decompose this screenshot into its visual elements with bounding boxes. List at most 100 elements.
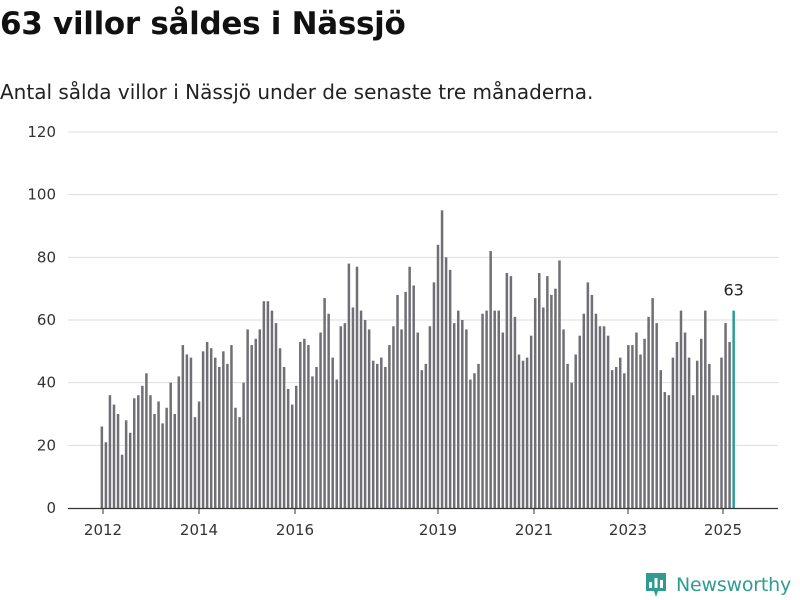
bar (124, 420, 128, 508)
bar (197, 401, 201, 508)
bar (533, 298, 537, 508)
x-tick-label: 2025 (704, 521, 742, 539)
newsworthy-logo: Newsworthy (644, 570, 791, 600)
bar (319, 332, 322, 508)
bar (521, 360, 525, 508)
bar (396, 294, 399, 508)
bar (157, 401, 160, 508)
bar (525, 357, 529, 508)
bar (133, 398, 136, 508)
bar (323, 298, 326, 508)
bar (246, 329, 249, 508)
y-tick-label: 80 (37, 248, 56, 266)
bar (574, 354, 577, 508)
bar (209, 348, 213, 508)
bar (546, 276, 549, 508)
bar (242, 382, 245, 508)
bar (675, 341, 679, 508)
x-tick-label: 2012 (84, 521, 122, 539)
bar (562, 329, 565, 508)
bar (392, 326, 395, 508)
bar (465, 329, 468, 508)
bar (258, 329, 262, 508)
x-tick-label: 2019 (419, 521, 457, 539)
bar (461, 320, 464, 508)
chart-title: 63 villor såldes i Nässjö (0, 6, 406, 42)
annotations: 63 (723, 281, 743, 300)
bar (708, 363, 711, 508)
bar (606, 335, 610, 508)
x-axis: 2012 2014 2016 2019 2021 2023 2025 (68, 507, 778, 539)
bar (335, 379, 338, 508)
bar (274, 323, 278, 508)
bar (218, 367, 221, 508)
x-tick-label: 2023 (609, 521, 647, 539)
bar (538, 273, 541, 508)
bar-highlight (732, 310, 735, 508)
bar (505, 273, 509, 508)
bar (554, 288, 557, 508)
bar (295, 385, 298, 508)
bar (485, 310, 488, 508)
bar (497, 310, 500, 508)
bar (590, 294, 594, 508)
bar (683, 332, 687, 508)
bar (667, 395, 671, 508)
bar (679, 310, 683, 508)
bar (473, 373, 476, 508)
bar (384, 367, 387, 508)
bar (655, 323, 658, 508)
bar (120, 454, 124, 508)
bar (558, 260, 561, 508)
bar (635, 332, 638, 508)
bar (566, 363, 569, 508)
bar (331, 357, 334, 508)
bar (278, 348, 282, 508)
bar (412, 285, 415, 508)
bar (695, 360, 699, 508)
bar (594, 313, 598, 508)
bar (108, 395, 112, 508)
bar (371, 360, 375, 508)
bar (169, 382, 172, 508)
bar (614, 367, 618, 508)
bar (311, 376, 314, 508)
bar (639, 354, 642, 508)
bar (663, 392, 667, 508)
y-tick-label: 60 (37, 311, 56, 329)
bar (347, 263, 351, 508)
bar (489, 251, 492, 508)
bar (517, 354, 521, 508)
newsworthy-logo-icon (646, 573, 666, 597)
bar (290, 404, 294, 508)
bar (367, 329, 371, 508)
bar (201, 351, 205, 508)
bar (424, 363, 428, 508)
bar (602, 326, 606, 508)
bar (448, 269, 452, 508)
bar (400, 329, 403, 508)
bar (728, 341, 731, 508)
bar (509, 276, 513, 508)
brand-name: Newsworthy (676, 574, 792, 596)
bar (355, 266, 359, 508)
bar (173, 414, 176, 508)
bar (513, 316, 517, 508)
x-tick-label: 2021 (515, 521, 553, 539)
bar (570, 382, 573, 508)
bar (647, 316, 650, 508)
bar (351, 307, 355, 508)
bar (299, 341, 302, 508)
y-tick-label: 20 (37, 436, 56, 454)
bar (141, 385, 144, 508)
bar (550, 294, 553, 508)
bar (234, 407, 237, 508)
bar (266, 301, 270, 508)
bar (376, 363, 379, 508)
last-bar-value-label: 63 (723, 281, 743, 300)
bar (137, 395, 140, 508)
y-tick-label: 0 (46, 499, 56, 517)
bar (343, 323, 347, 508)
bar (270, 310, 274, 508)
bar (598, 326, 602, 508)
